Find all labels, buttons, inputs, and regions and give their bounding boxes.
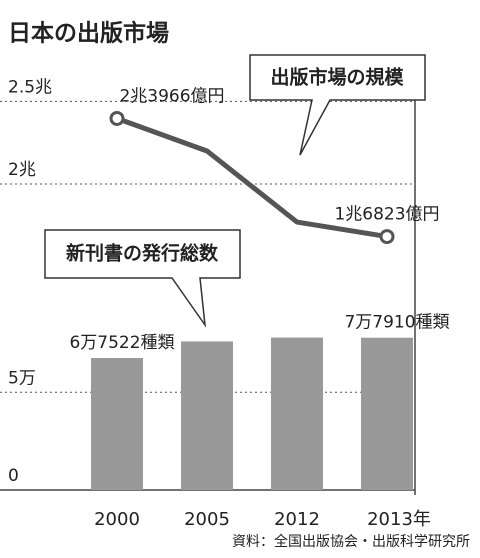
legend-label: 新刊書の発行総数 bbox=[66, 242, 219, 265]
legend-label: 出版市場の規模 bbox=[270, 66, 404, 89]
x-tick-label: 2005 bbox=[184, 509, 230, 530]
x-tick-label: 2012 bbox=[274, 509, 320, 530]
callout-titles: 新刊書の発行総数 bbox=[44, 229, 241, 328]
chart-title: 日本の出版市場 bbox=[8, 20, 169, 47]
line bbox=[116, 116, 388, 240]
x-tick-label: 2000 bbox=[94, 509, 140, 530]
y-tick-label: 0 bbox=[8, 466, 19, 486]
callout-box bbox=[44, 229, 241, 328]
y-tick-label: 2.5兆 bbox=[8, 77, 52, 97]
data-label: 7万7910種類 bbox=[344, 313, 449, 333]
y-tick-label: 5万 bbox=[8, 368, 36, 388]
source: 資料：全国出版協会・出版科学研究所 bbox=[232, 533, 470, 550]
bar bbox=[91, 358, 143, 490]
data-label: 2兆3966億円 bbox=[119, 86, 224, 106]
bar bbox=[181, 341, 233, 490]
x-tick-label: 2013年 bbox=[367, 509, 431, 530]
data-label: 6万7522種類 bbox=[69, 333, 174, 353]
plot: 0 5万 2兆 2.5兆 2000 2005 2012 2013年 6万7522種類 7万7910… bbox=[0, 77, 450, 530]
callout-market: 出版市場の規模 bbox=[249, 54, 426, 156]
marker bbox=[379, 229, 395, 245]
bar bbox=[361, 337, 413, 490]
callout-box bbox=[249, 54, 426, 156]
data-label: 1兆6823億円 bbox=[334, 205, 439, 225]
marker bbox=[109, 110, 125, 126]
bar bbox=[271, 337, 323, 490]
y-tick-label: 2兆 bbox=[8, 160, 36, 180]
